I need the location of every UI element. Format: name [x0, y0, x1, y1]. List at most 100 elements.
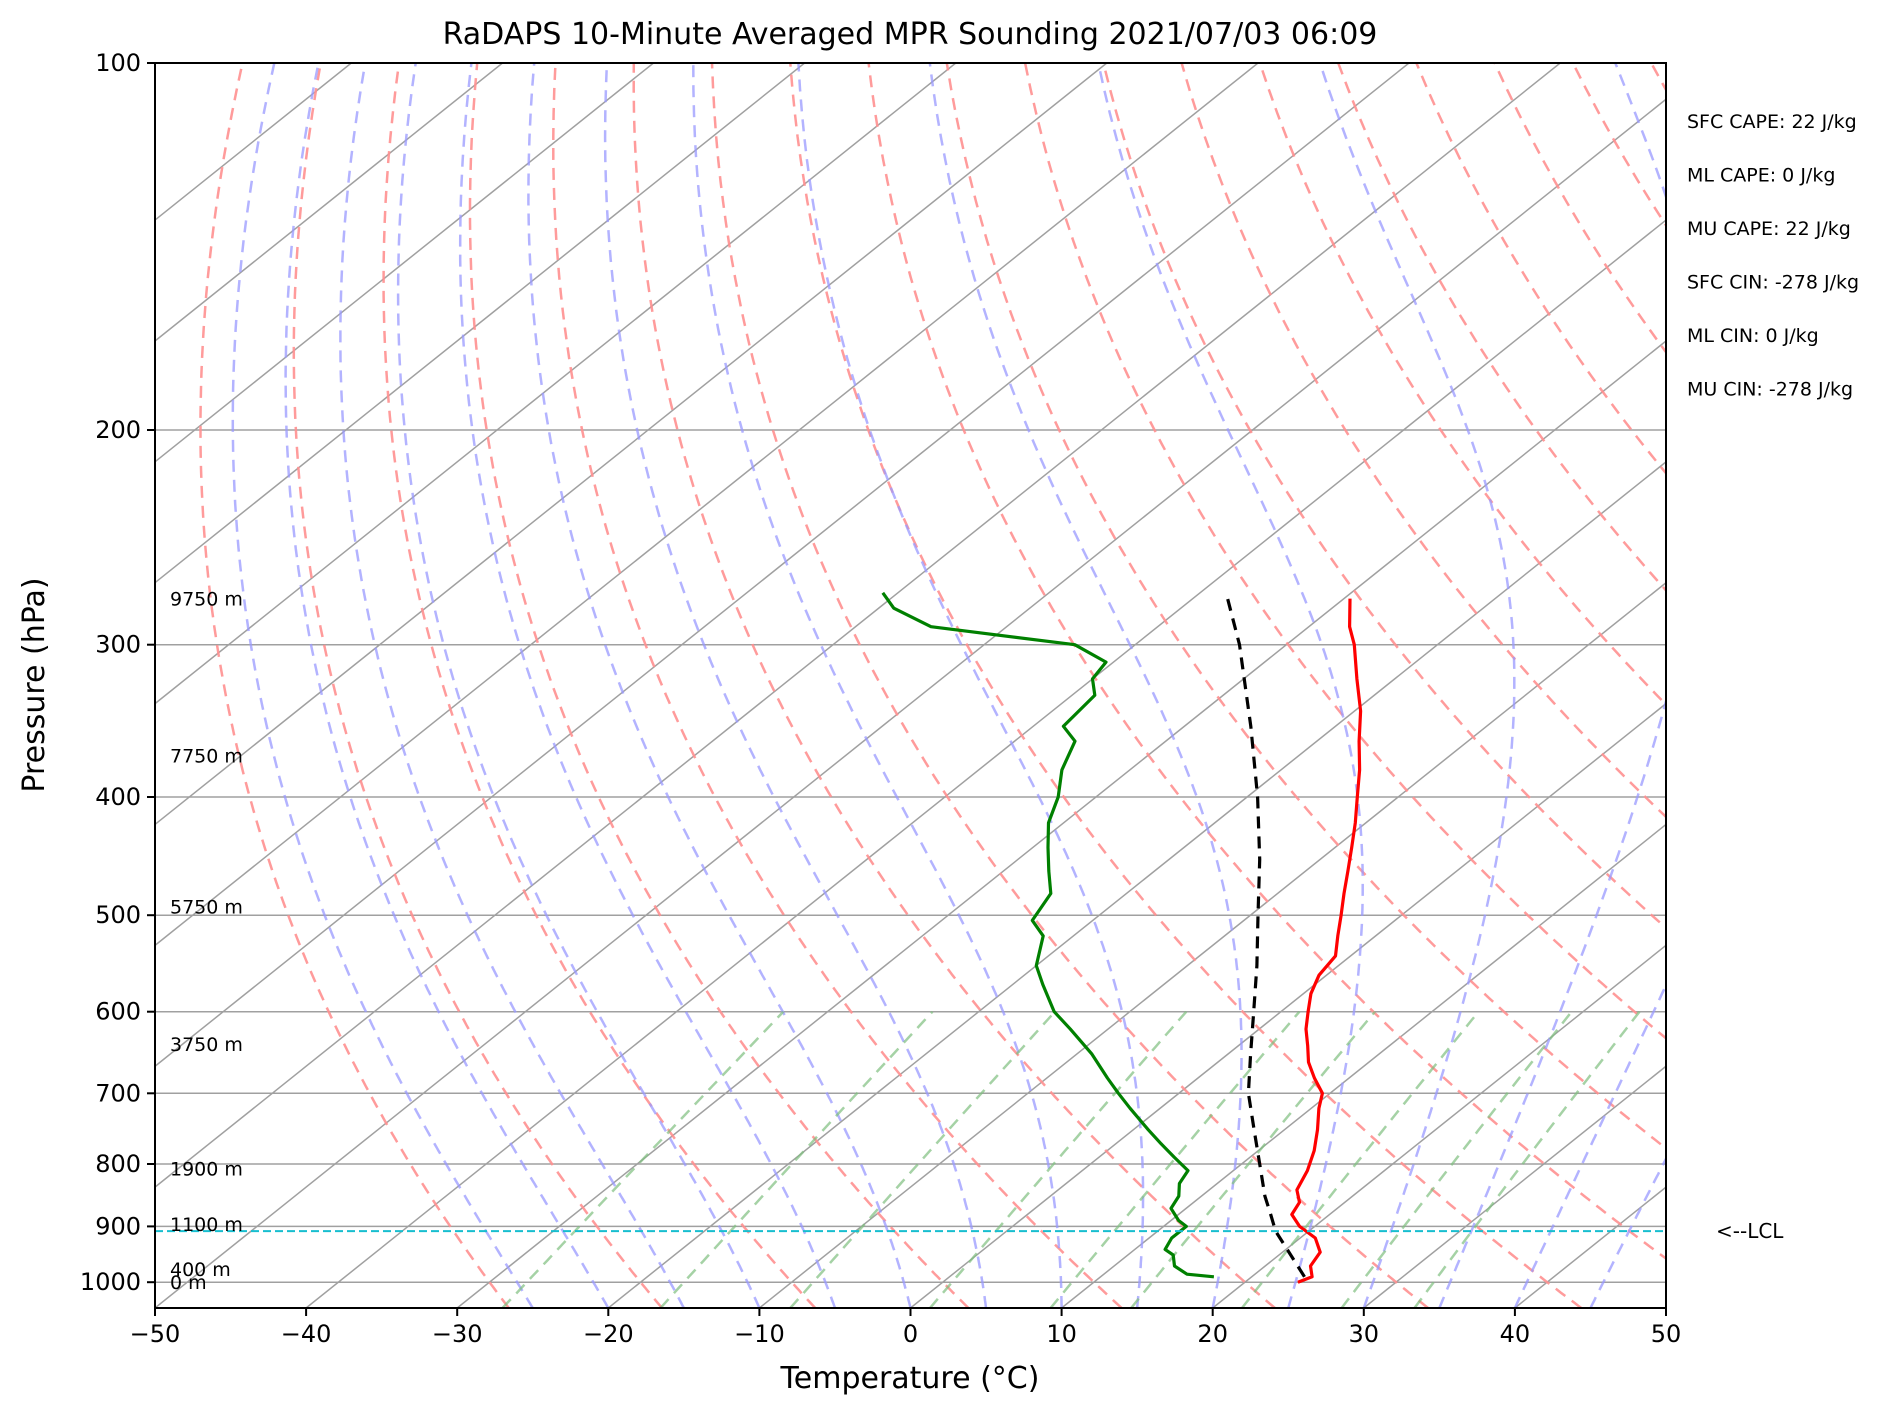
- mixing-ratio-line: [1413, 1010, 1641, 1308]
- dry-adiabat: [1102, 63, 1666, 930]
- mixing-ratio-line: [1241, 1010, 1480, 1308]
- isotherm-line: [1212, 944, 1666, 1308]
- x-tick-label: 10: [1046, 1320, 1077, 1348]
- moist-adiabat: [527, 63, 912, 1308]
- x-tick-label: −20: [583, 1320, 634, 1348]
- dry-adiabat: [867, 63, 1666, 1261]
- height-label: 1900 m: [170, 1159, 243, 1181]
- dry-adiabat: [1337, 63, 1666, 593]
- x-axis-ticks: −50 −40 −30 −20 −10 0 10 20 30 40 50: [130, 1308, 1682, 1348]
- moist-adiabats: [231, 63, 1666, 1308]
- isotherm-line: [155, 63, 957, 705]
- dry-adiabats: [199, 63, 1666, 1308]
- height-label: 7750 m: [170, 746, 243, 768]
- stability-indices: SFC CAPE: 22 J/kg ML CAPE: 0 J/kg MU CAPE:…: [1687, 111, 1859, 401]
- isotherm-line: [155, 98, 1666, 1308]
- x-tick-label: 50: [1651, 1320, 1682, 1348]
- x-tick-label: 20: [1197, 1320, 1228, 1348]
- y-tick-label: 400: [95, 783, 141, 811]
- dry-adiabat: [945, 63, 1666, 1150]
- height-labels: 9750 m 7750 m 5750 m 3750 m 1900 m 1100 m 400 …: [170, 589, 243, 1295]
- isotherm-line: [155, 63, 1259, 947]
- height-label: 400 m: [170, 1259, 231, 1281]
- moist-adiabat: [692, 63, 1063, 1308]
- isotherm-line: [305, 219, 1666, 1308]
- dry-adiabat: [1258, 63, 1666, 707]
- parcel-profile: [1226, 598, 1306, 1278]
- dry-adiabat: [1180, 63, 1666, 819]
- mixing-ratio-line: [1049, 1010, 1301, 1308]
- stability-index: SFC CAPE: 22 J/kg: [1687, 111, 1857, 133]
- skewed-isotherms: [155, 63, 1666, 1308]
- y-tick-label: 1000: [80, 1268, 141, 1296]
- mixing-ratio-line: [789, 1010, 1056, 1308]
- y-tick-label: 300: [95, 631, 141, 659]
- y-tick-label: 800: [95, 1150, 141, 1178]
- y-tick-label: 700: [95, 1079, 141, 1107]
- x-tick-label: −30: [432, 1320, 483, 1348]
- height-label: 5750 m: [170, 897, 243, 919]
- stability-index: ML CIN: 0 J/kg: [1687, 325, 1819, 347]
- isotherm-line: [155, 63, 654, 463]
- mixing-ratio-lines: [501, 1010, 1641, 1308]
- stability-index: MU CIN: -278 J/kg: [1687, 379, 1853, 401]
- lcl-label: <--LCL: [1716, 1219, 1784, 1243]
- height-label: 0 m: [170, 1272, 207, 1294]
- x-tick-label: 40: [1500, 1320, 1531, 1348]
- y-axis-ticks: 100 200 300 400 500 600 700 800 900 1000: [80, 49, 155, 1296]
- stability-index: SFC CIN: -278 J/kg: [1687, 272, 1859, 294]
- dewpoint-profile: [881, 591, 1215, 1279]
- mixing-ratio-line: [929, 1010, 1188, 1308]
- moist-adiabat: [396, 63, 761, 1308]
- dry-adiabat: [468, 63, 970, 1308]
- moist-adiabat: [339, 63, 685, 1308]
- mixing-ratio-line: [501, 1010, 785, 1308]
- isotherm-line: [155, 63, 1561, 1189]
- height-label: 1100 m: [170, 1214, 243, 1236]
- x-tick-label: −10: [734, 1320, 785, 1348]
- mixing-ratio-line: [1130, 1010, 1376, 1308]
- x-tick-label: 30: [1349, 1320, 1380, 1348]
- dry-adiabat: [292, 63, 663, 1308]
- temperature-profile: [1290, 598, 1363, 1284]
- height-label: 9750 m: [170, 589, 243, 611]
- moist-adiabat: [1097, 63, 1364, 1308]
- moist-adiabat: [603, 63, 988, 1308]
- x-tick-label: −50: [130, 1320, 181, 1348]
- moist-adiabat: [1318, 63, 1516, 1308]
- y-tick-label: 200: [95, 416, 141, 444]
- dry-adiabat: [710, 63, 1429, 1308]
- isotherm-line: [456, 340, 1666, 1308]
- chart-title: RaDAPS 10-Minute Averaged MPR Sounding 2…: [443, 17, 1378, 52]
- stability-index: ML CAPE: 0 J/kg: [1687, 165, 1835, 187]
- stability-index: MU CAPE: 22 J/kg: [1687, 218, 1851, 240]
- isotherm-line: [910, 702, 1666, 1308]
- isotherm-line: [155, 63, 806, 584]
- x-tick-label: 0: [903, 1320, 918, 1348]
- isotherm-line: [155, 63, 1108, 826]
- dry-adiabat: [1023, 63, 1666, 1040]
- moist-adiabat: [284, 63, 610, 1308]
- height-label: 3750 m: [170, 1034, 243, 1056]
- y-tick-label: 100: [95, 49, 141, 77]
- y-tick-label: 900: [95, 1212, 141, 1240]
- y-tick-label: 500: [95, 901, 141, 929]
- mixing-ratio-line: [1340, 1010, 1573, 1308]
- dry-adiabat: [789, 63, 1583, 1308]
- sounding-profiles: [881, 591, 1363, 1284]
- x-tick-label: −40: [281, 1320, 332, 1348]
- x-axis-label: Temperature (°C): [780, 1361, 1040, 1396]
- moist-adiabat: [1438, 63, 1666, 1308]
- moist-adiabat: [797, 63, 1145, 1308]
- dry-adiabat: [199, 63, 510, 1308]
- dry-adiabat: [552, 63, 1123, 1308]
- isotherm-line: [607, 460, 1666, 1308]
- moist-adiabat: [928, 63, 1243, 1308]
- y-tick-label: 600: [95, 998, 141, 1026]
- isotherm-line: [155, 63, 503, 342]
- isotherm-line: [155, 63, 1410, 1068]
- isotherm-line: [1363, 1065, 1666, 1308]
- moist-adiabat: [231, 63, 534, 1308]
